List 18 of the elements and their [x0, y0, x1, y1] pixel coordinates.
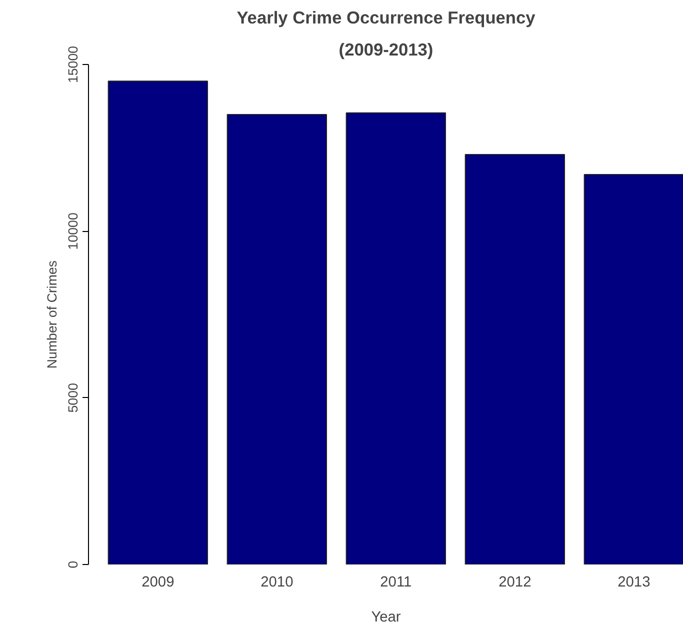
- x-tick-label: 2010: [260, 574, 294, 590]
- bar: [584, 174, 683, 564]
- x-axis-title: Year: [371, 610, 401, 626]
- chart-subtitle: (2009-2013): [338, 40, 434, 60]
- bar: [108, 80, 208, 564]
- y-tick-label: 15000: [66, 46, 80, 84]
- bar: [226, 114, 327, 564]
- bar: [464, 154, 565, 564]
- x-tick-label: 2011: [380, 574, 412, 590]
- x-tick-label: 2013: [618, 574, 650, 590]
- y-tick-label: 0: [66, 560, 80, 568]
- bar: [346, 112, 446, 564]
- y-axis-title: Number of Crimes: [44, 260, 60, 369]
- chart-title: Yearly Crime Occurrence Frequency: [236, 8, 536, 28]
- x-tick-label: 2009: [142, 574, 174, 590]
- y-tick-label: 5000: [66, 383, 80, 413]
- x-tick-label: 2012: [498, 574, 532, 590]
- y-tick-label: 10000: [66, 212, 80, 250]
